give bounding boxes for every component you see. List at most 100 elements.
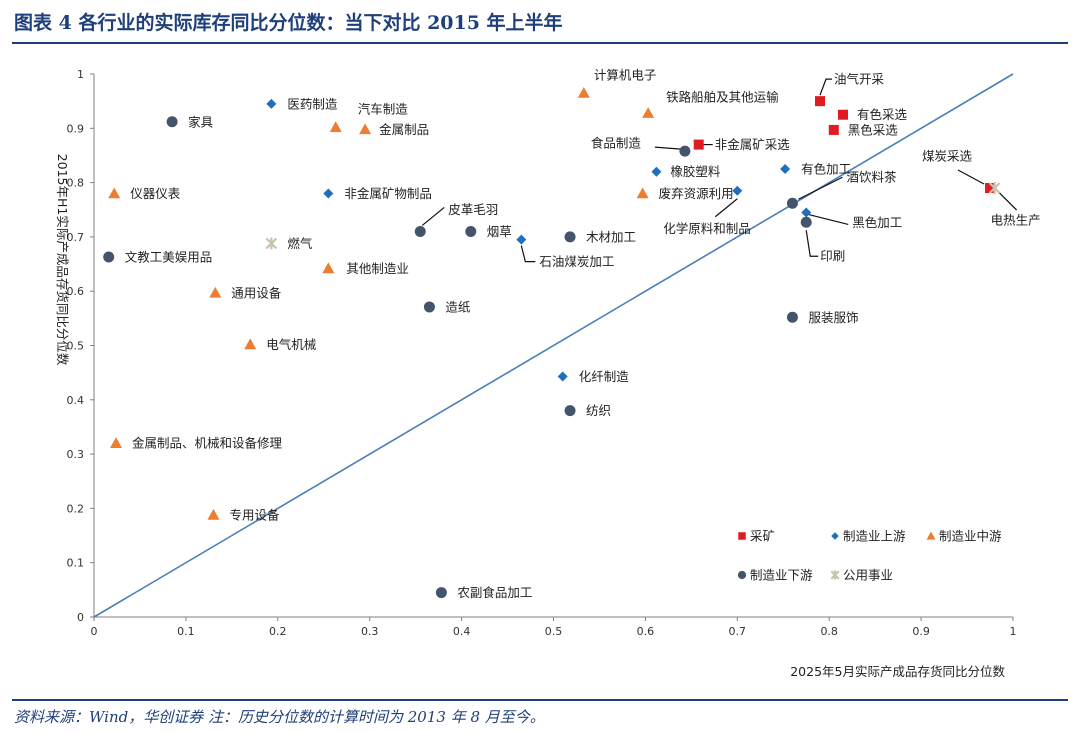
figure-title: 图表 4 各行业的实际库存同比分位数：当下对比 2015 年上半年 xyxy=(14,12,563,34)
x-tick-label: 0.9 xyxy=(912,625,930,638)
point-label: 废弃资源利用 xyxy=(659,186,734,201)
point-triangle-2-4 xyxy=(636,187,649,199)
x-tick-label: 0.4 xyxy=(453,625,471,638)
x-tick-label: 0.2 xyxy=(269,625,287,638)
y-tick-label: 0.6 xyxy=(67,285,85,298)
point-label: 木材加工 xyxy=(586,229,636,244)
x-tick-label: 0.5 xyxy=(545,625,563,638)
point-label: 烟草 xyxy=(487,224,512,239)
point-label: 专用设备 xyxy=(229,507,280,522)
legend-marker-3 xyxy=(737,570,747,580)
point-triangle-2-0 xyxy=(577,87,590,98)
point-label: 家具 xyxy=(188,114,214,129)
point-circle-3-1 xyxy=(679,145,691,157)
point-label: 汽车制造 xyxy=(358,102,409,117)
legend-marker-2 xyxy=(926,531,936,540)
leader-line xyxy=(798,176,843,200)
point-diamond-1-4 xyxy=(732,185,743,196)
point-label: 金属制品、机械和设备修理 xyxy=(132,436,283,451)
y-tick-label: 0 xyxy=(77,611,84,624)
legend-label: 制造业下游 xyxy=(750,568,813,583)
x-tick-label: 1 xyxy=(1010,625,1017,638)
point-diamond-1-0 xyxy=(266,98,277,109)
point-label: 计算机电子 xyxy=(594,68,657,83)
leader-line xyxy=(421,207,445,226)
title-divider xyxy=(12,42,1068,44)
point-label: 油气开采 xyxy=(834,72,885,87)
point-square-0-4 xyxy=(985,183,996,194)
y-axis-label: 2015年H1实际产成品存货同比分位数 xyxy=(55,154,70,366)
y-tick-label: 0.8 xyxy=(67,177,85,190)
data-points xyxy=(103,87,1001,599)
point-circle-3-11 xyxy=(435,587,447,599)
y-tick-label: 0.2 xyxy=(67,502,85,515)
point-label: 服装服饰 xyxy=(808,310,858,325)
legend-label: 采矿 xyxy=(750,529,775,544)
y-tick-label: 0.9 xyxy=(67,122,85,135)
x-tick-label: 0.8 xyxy=(820,625,838,638)
point-label: 化纤制造 xyxy=(579,369,630,384)
point-triangle-2-1 xyxy=(642,107,655,118)
point-label: 电气机械 xyxy=(266,337,317,352)
point-label: 非金属矿物制品 xyxy=(344,186,432,201)
leader-lines xyxy=(421,78,1018,263)
point-circle-3-10 xyxy=(564,405,576,417)
x-axis-ticks: 0 0.1 0.2 0.3 0.4 0.5 0.6 0.7 0.8 0.9 1 xyxy=(91,617,1017,638)
point-label: 铁路船舶及其他运输 xyxy=(666,90,779,105)
leader-line xyxy=(654,146,681,150)
point-triangle-2-2 xyxy=(329,121,342,133)
point-triangle-2-8 xyxy=(244,338,257,350)
leader-line xyxy=(998,191,1018,211)
point-label: 化学原料和制品 xyxy=(663,221,751,236)
x-tick-label: 0.7 xyxy=(729,625,747,638)
point-label: 电热生产 xyxy=(991,213,1041,228)
point-circle-3-9 xyxy=(786,311,798,323)
y-axis-ticks: 0 0.1 0.2 0.3 0.4 0.5 0.6 0.7 0.8 0.9 1 xyxy=(67,68,94,624)
point-cross-4-1 xyxy=(988,182,1001,195)
point-diamond-1-1 xyxy=(323,188,334,199)
point-label: 医药制造 xyxy=(287,96,338,111)
y-tick-label: 1 xyxy=(77,68,84,81)
point-square-0-0 xyxy=(815,96,826,107)
y-tick-label: 0.3 xyxy=(67,448,85,461)
point-label: 酒饮料茶 xyxy=(846,170,897,185)
point-label: 通用设备 xyxy=(231,285,282,300)
x-tick-label: 0.3 xyxy=(361,625,379,638)
point-circle-3-6 xyxy=(564,231,576,243)
leader-line xyxy=(520,245,536,263)
point-label: 黑色加工 xyxy=(852,215,902,230)
point-circle-3-8 xyxy=(423,301,435,313)
point-circle-3-7 xyxy=(103,251,115,263)
x-tick-label: 0 xyxy=(91,625,98,638)
point-diamond-1-3 xyxy=(780,164,791,175)
point-label: 燃气 xyxy=(287,236,313,251)
y-tick-label: 0.4 xyxy=(67,394,85,407)
point-diamond-1-2 xyxy=(651,166,662,177)
point-label: 煤炭采选 xyxy=(922,149,973,164)
point-triangle-2-10 xyxy=(207,508,220,520)
point-diamond-1-7 xyxy=(557,371,568,382)
point-label: 金属制品 xyxy=(379,122,429,137)
leader-line xyxy=(714,198,738,218)
point-label: 其他制造业 xyxy=(346,261,409,276)
leader-line xyxy=(819,78,833,96)
point-circle-3-0 xyxy=(166,116,178,128)
point-label: 有色采选 xyxy=(857,107,908,122)
point-label: 非金属矿采选 xyxy=(715,137,791,152)
x-axis-label: 2025年5月实际产成品存货同比分位数 xyxy=(790,664,1005,679)
x-tick-label: 0.6 xyxy=(637,625,655,638)
legend-label: 制造业中游 xyxy=(939,529,1002,544)
point-circle-3-5 xyxy=(465,225,477,237)
leader-line xyxy=(805,230,819,257)
x-tick-label: 0.1 xyxy=(177,625,195,638)
point-label: 橡胶塑料 xyxy=(670,164,721,179)
point-triangle-2-9 xyxy=(110,437,123,449)
point-triangle-2-7 xyxy=(209,286,222,298)
point-label: 有色加工 xyxy=(801,162,851,177)
point-circle-3-3 xyxy=(800,216,812,228)
point-triangle-2-3 xyxy=(359,123,372,135)
point-diamond-1-5 xyxy=(801,207,812,218)
point-square-0-1 xyxy=(837,109,848,120)
